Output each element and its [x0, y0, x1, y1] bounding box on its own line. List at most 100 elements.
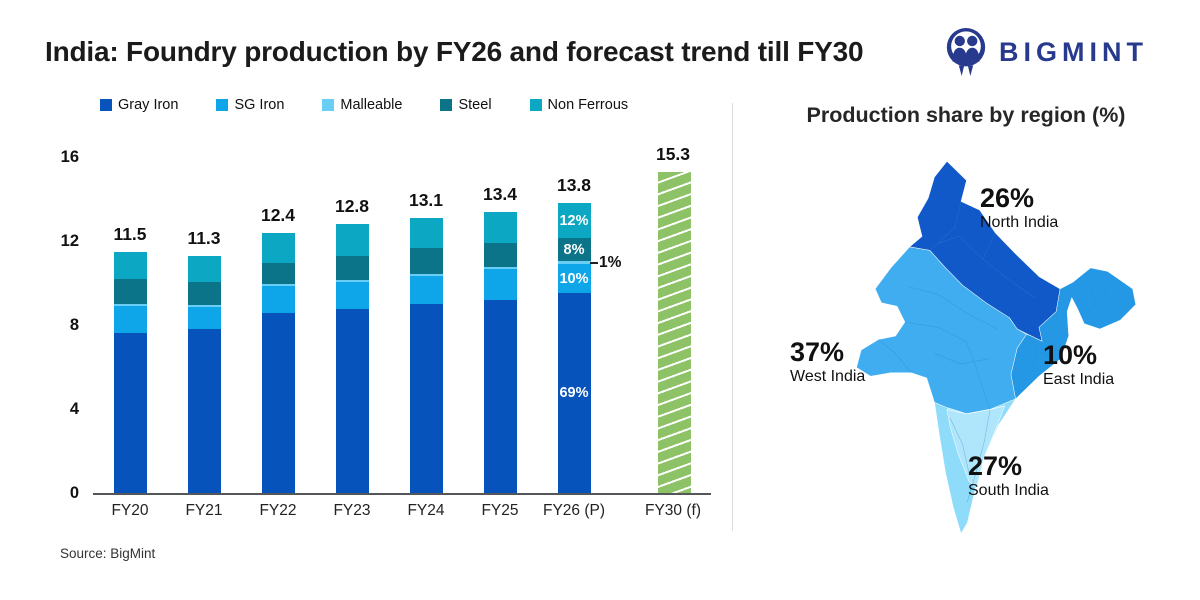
bar-column: 11.3 FY21 [167, 157, 241, 519]
segment-pct-label: 12% [559, 212, 589, 229]
bar-segment [261, 313, 295, 493]
source-note: Source: BigMint [60, 546, 156, 561]
bar-category-label: FY20 [111, 502, 149, 519]
bar-segment [335, 279, 369, 282]
bar-segment [409, 304, 443, 493]
state-lines [878, 201, 1108, 503]
y-axis-tick-label: 12 [60, 232, 79, 250]
bar-segment [113, 306, 147, 334]
stacked-bar [483, 211, 517, 493]
segment-pct-label: 10% [559, 270, 589, 287]
forecast-bar [658, 171, 691, 493]
region-percent: 10% [1043, 340, 1098, 370]
bar-segment [557, 261, 591, 265]
segment-pct-label: 8% [563, 241, 585, 258]
legend-item: Malleable [322, 97, 402, 113]
map-region-south-inner [946, 405, 1005, 489]
region-label-north: 26% North India [980, 184, 1058, 232]
region-label-south: 27% South India [968, 452, 1049, 500]
bar-segment [261, 286, 295, 314]
legend-label: Non Ferrous [547, 97, 629, 113]
bar-total-label: 15.3 [655, 143, 691, 164]
bar-total-label: 13.1 [408, 189, 444, 210]
legend-swatch [529, 99, 542, 111]
legend-swatch [322, 99, 335, 111]
region-percent: 37% [790, 337, 845, 367]
bar-total-label: 12.8 [334, 196, 370, 217]
bar-segment [483, 269, 517, 300]
bar-column: 15.3 FY30 (f) [611, 144, 711, 519]
bar-segment: 10% [557, 264, 591, 294]
bar-segment [409, 273, 443, 276]
legend-item: Non Ferrous [529, 97, 629, 113]
bar-category-label: FY30 (f) [645, 502, 701, 519]
bar-segment: 69% [557, 293, 591, 493]
bar-segment [335, 281, 369, 310]
bar-category-label: FY21 [185, 502, 223, 519]
legend-label: Steel [458, 97, 492, 113]
legend-label: Gray Iron [118, 97, 179, 113]
bar-column: 13.1 FY24 [389, 157, 463, 519]
bar-segment [261, 284, 295, 287]
bar-segment [113, 251, 147, 279]
bar-column: 1% 69% 10% 8% 12% 13.8 FY26 (P) [537, 157, 621, 519]
legend-item: SG Iron [216, 97, 284, 113]
bar-total-label: 13.8 [556, 175, 592, 196]
bar-segment [187, 255, 221, 282]
bar-segment [483, 266, 517, 270]
bar-total-label: 12.4 [260, 204, 296, 225]
forecast-segment [658, 171, 691, 493]
bar-total-label: 11.5 [113, 223, 147, 244]
bar-total-label: 13.4 [482, 183, 518, 204]
y-axis-tick-label: 8 [69, 316, 79, 334]
map-region-north [909, 160, 1061, 342]
brand-name: BIGMINT [999, 36, 1148, 67]
stacked-bar [261, 232, 295, 493]
panel-divider [732, 103, 733, 531]
bar-segment: 12% [557, 203, 591, 239]
legend-label: Malleable [340, 97, 403, 113]
bar-segment [409, 217, 443, 249]
stacked-bar [335, 224, 369, 493]
bar-segment [261, 263, 295, 285]
bar-columns: 11.5 FY20 11.3 FY21 12.4 FY22 12.8 FY23 13.1 FY24… [93, 144, 711, 519]
bar-segment [113, 304, 147, 307]
bar-segment [187, 281, 221, 306]
page-title: India: Foundry production by FY26 and fo… [45, 36, 864, 67]
region-name: West India [790, 368, 866, 386]
legend-swatch [100, 99, 112, 111]
bar-segment [335, 309, 369, 493]
stacked-bar [113, 251, 147, 493]
y-axis-tick-label: 0 [69, 484, 79, 502]
stacked-bar [187, 255, 221, 493]
y-axis-tick-label: 16 [60, 148, 79, 166]
bar-segment [187, 307, 221, 330]
bar-segment [409, 275, 443, 304]
bar-column: 12.4 FY22 [241, 157, 315, 519]
legend-item: Steel [440, 97, 492, 113]
bar-segment [187, 329, 221, 493]
bar-segment [113, 333, 147, 493]
bar-column: 12.8 FY23 [315, 157, 389, 519]
bar-segment [335, 224, 369, 257]
stacked-bar [409, 217, 443, 493]
region-name: East India [1043, 371, 1115, 389]
legend-label: SG Iron [234, 97, 285, 113]
chart: 0 4 8 12 16 11.5 FY20 11.3 FY21 12.4 FY22 12.8 FY23 1… [61, 144, 711, 519]
bar-segment [335, 256, 369, 280]
malleable-callout: 1% [590, 254, 621, 272]
bar-total-label: 11.3 [187, 227, 221, 248]
bar-segment [113, 278, 147, 305]
bar-column: 13.4 FY25 [463, 157, 537, 519]
bar-segment [483, 243, 517, 267]
bar-segment: 8% [557, 238, 591, 262]
bar-category-label: FY22 [259, 502, 297, 519]
segment-pct-label: 69% [559, 385, 589, 402]
india-map [856, 160, 1136, 534]
map-region-east [1010, 267, 1136, 400]
bigmint-icon [946, 28, 986, 76]
bar-segment [483, 299, 517, 493]
right-panel-title: Production share by region (%) [806, 103, 1126, 127]
legend-item: Gray Iron [100, 97, 178, 113]
region-label-east: 10% East India [1043, 341, 1114, 389]
